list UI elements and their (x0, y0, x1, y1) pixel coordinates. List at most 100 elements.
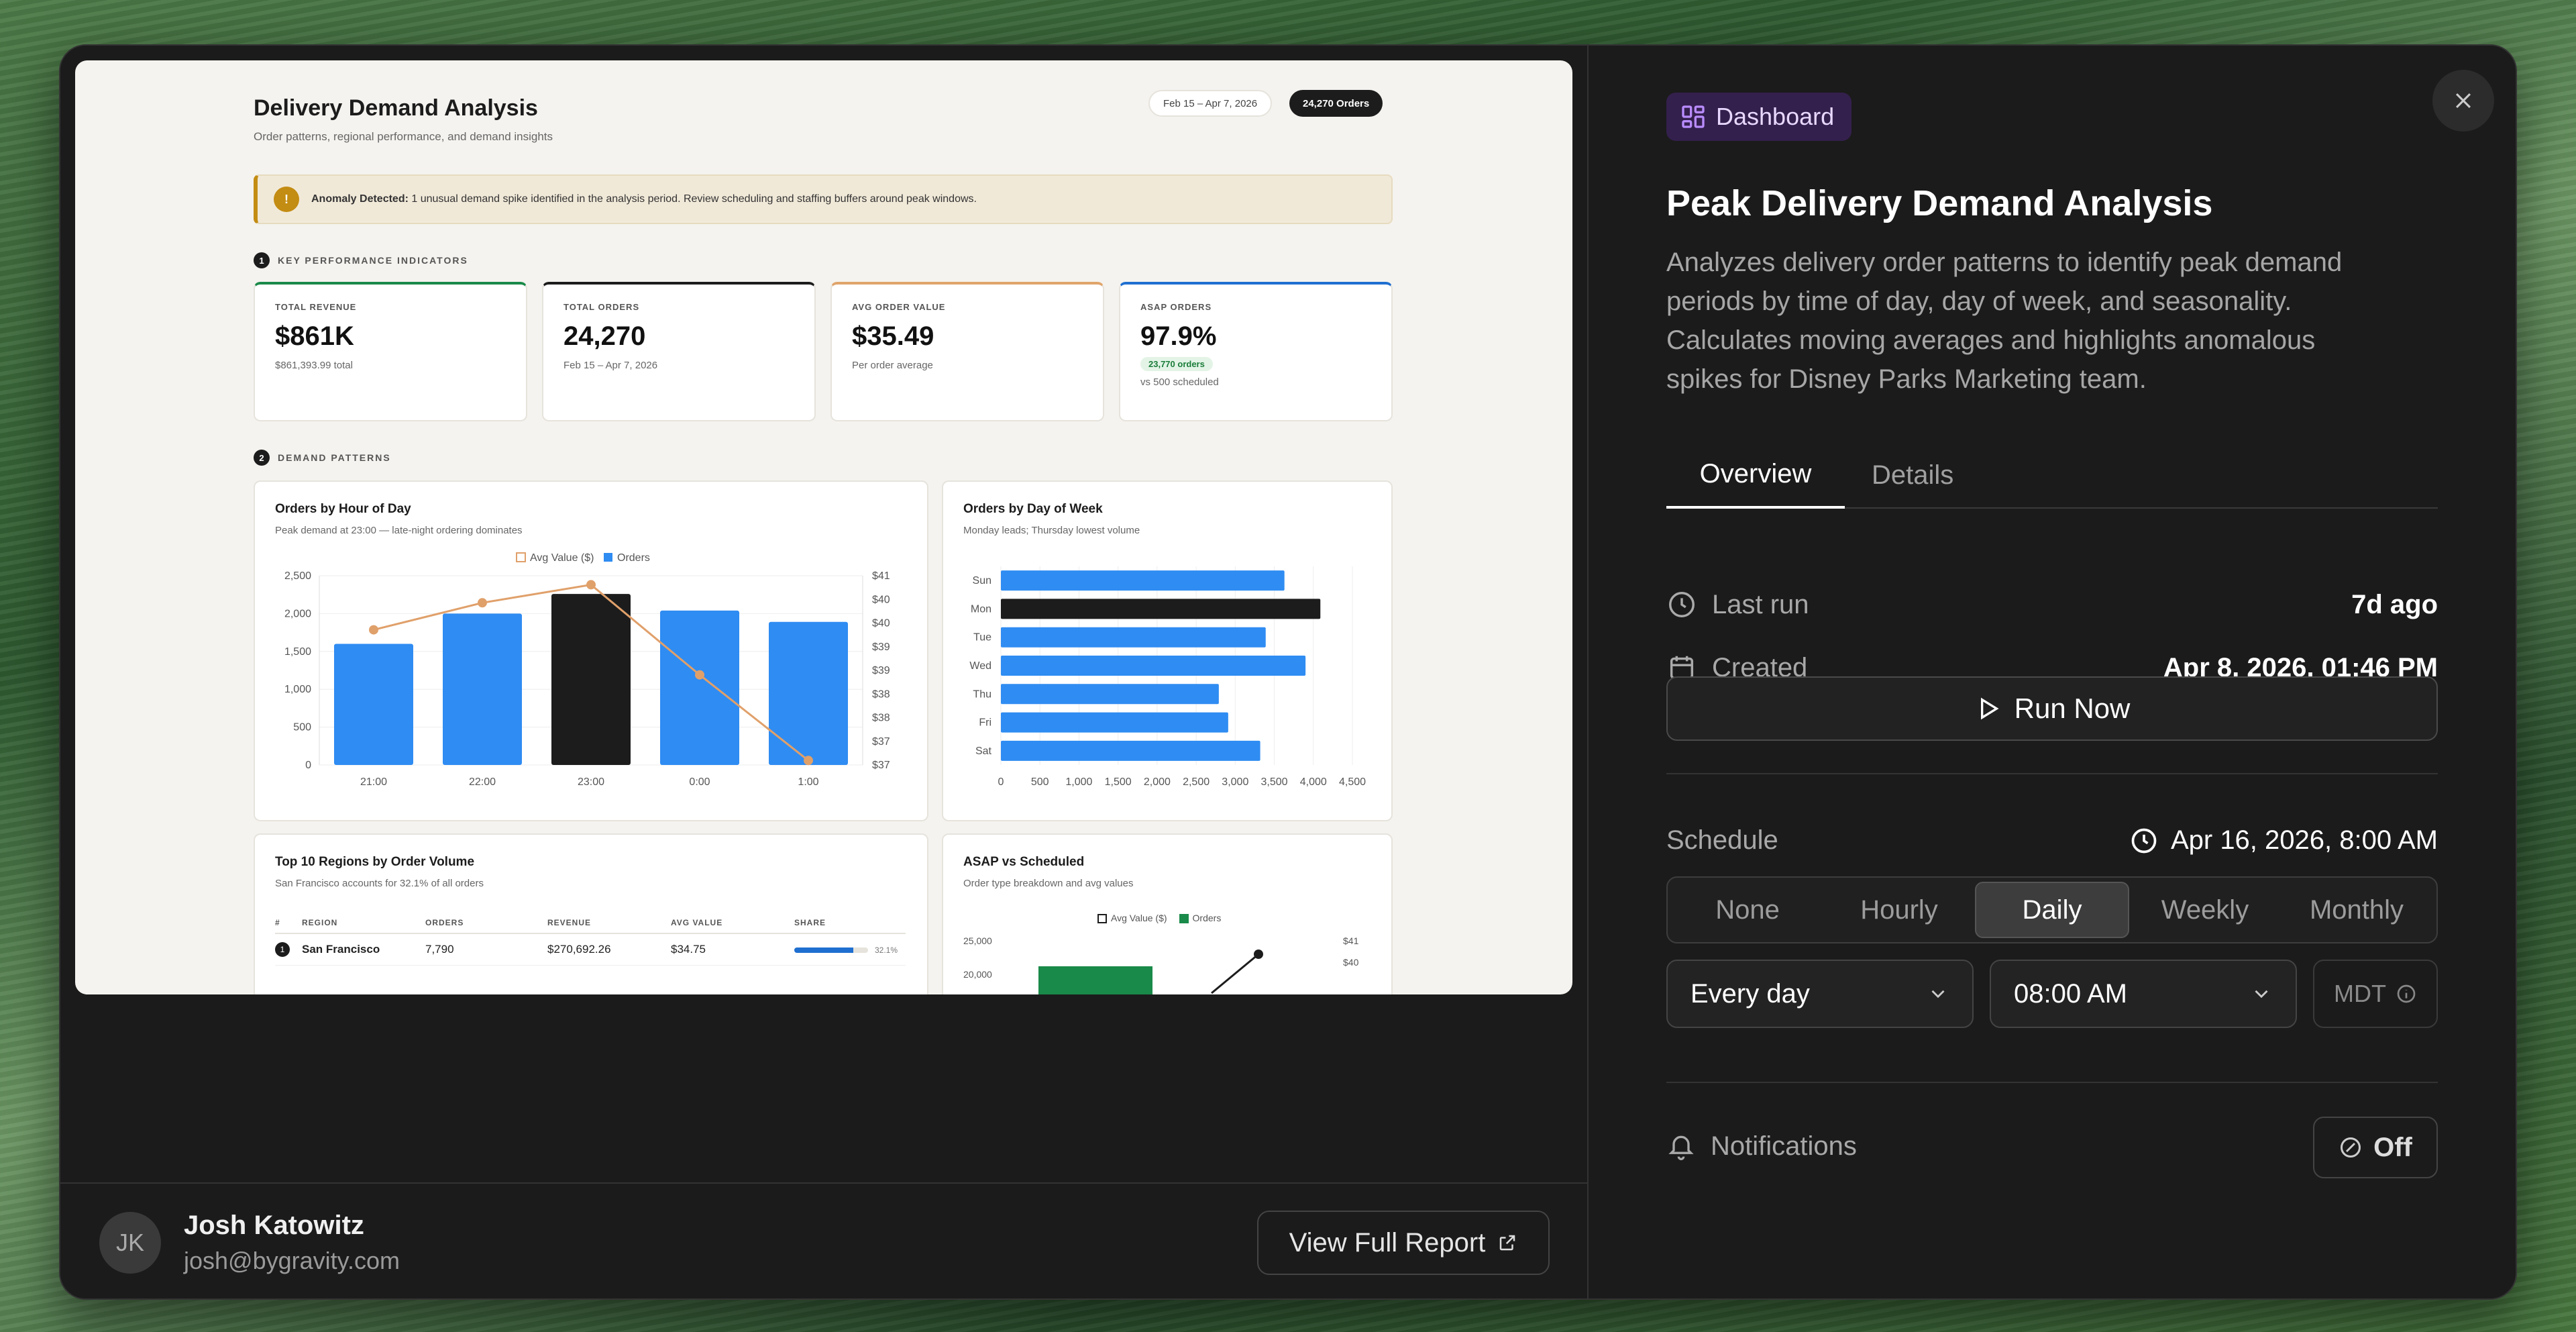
avatar: JK (99, 1212, 161, 1274)
asap-title: ASAP vs Scheduled (963, 855, 1085, 869)
avg-value-point (478, 598, 487, 608)
x-tick-label: 0 (998, 776, 1004, 788)
close-icon (2455, 93, 2471, 109)
x-tick-label: 1,000 (1065, 776, 1092, 788)
bar (769, 621, 848, 765)
schedule-row: Schedule Apr 16, 2026, 8:00 AM (1666, 825, 2438, 856)
bar (551, 594, 631, 765)
x-tick-label: 500 (1031, 776, 1049, 788)
frequency-hourly[interactable]: Hourly (1860, 894, 1938, 925)
bar (1001, 740, 1260, 761)
y2-tick-label: $39 (872, 642, 890, 653)
bar (334, 644, 413, 765)
clock-icon (1669, 592, 1695, 617)
tab-overview[interactable]: Overview (1666, 442, 1845, 509)
y-tick-label: Fri (979, 717, 991, 729)
kpi-asap-orders: ASAP ORDERS 97.9% 23,770 orders vs 500 s… (1119, 282, 1393, 421)
y-tick-label: 2,500 (284, 570, 311, 582)
report-preview[interactable]: Delivery Demand Analysis Order patterns,… (75, 60, 1572, 994)
section-kpi-heading: 1 KEY PERFORMANCE INDICATORS (254, 252, 468, 268)
warning-icon: ! (274, 187, 299, 212)
asap-bar (1038, 966, 1152, 994)
view-full-report-button[interactable]: View Full Report (1257, 1211, 1550, 1275)
avg-value-point (804, 756, 813, 766)
tab-details[interactable]: Details (1872, 460, 1954, 490)
frequency-monthly[interactable]: Monthly (2309, 894, 2404, 925)
frequency-none[interactable]: None (1715, 894, 1780, 925)
frequency-daily[interactable]: Daily (1975, 882, 2129, 938)
legend-swatch-avg-value (516, 552, 526, 562)
view-full-report-label: View Full Report (1289, 1227, 1486, 1258)
external-link-icon (1500, 1235, 1515, 1251)
asap-legend: Avg Value ($) Orders (1097, 913, 1221, 924)
kpi-total-orders: TOTAL ORDERS 24,270 Feb 15 – Apr 7, 2026 (542, 282, 816, 421)
bar (1001, 712, 1228, 733)
x-tick-label: 3,000 (1222, 776, 1248, 788)
week-chart-subtitle: Monday leads; Thursday lowest volume (963, 525, 1140, 536)
last-run-row: Last run 7d ago (1666, 589, 2438, 620)
badge-label: Dashboard (1716, 103, 1835, 130)
notifications-row: Notifications (1666, 1131, 2438, 1162)
off-icon (2341, 1137, 2361, 1158)
kpi-avg-order-value: AVG ORDER VALUE $35.49 Per order average (830, 282, 1104, 421)
chevron-down-icon (2255, 990, 2268, 998)
details-panel: Dashboard Peak Delivery Demand Analysis … (1590, 46, 2516, 1298)
timezone-field[interactable]: MDT (2313, 960, 2438, 1028)
asap-y2-tick: $41 (1343, 935, 1359, 946)
y-tick-label: Tue (973, 632, 991, 644)
asap-card: ASAP vs Scheduled Order type breakdown a… (942, 833, 1393, 994)
x-tick-label: 0:00 (689, 776, 710, 788)
frequency-weekly[interactable]: Weekly (2161, 894, 2249, 925)
y-tick-label: 1,500 (284, 646, 311, 658)
section-demand-heading: 2 DEMAND PATTERNS (254, 450, 391, 466)
legend-swatch-orders (604, 553, 612, 562)
table-row: 1 San Francisco 7,790 $270,692.26 $34.75… (275, 933, 906, 966)
bar (1001, 684, 1219, 705)
bell-icon (1668, 1135, 1694, 1160)
y-tick-label: Sun (973, 575, 991, 586)
time-select-value: 08:00 AM (2014, 978, 2128, 1009)
y2-tick-label: $40 (872, 618, 890, 629)
dashboard-icon (1682, 105, 1705, 128)
x-tick-label: 1:00 (798, 776, 818, 788)
x-tick-label: 1,500 (1105, 776, 1132, 788)
run-now-button[interactable]: Run Now (1666, 676, 2438, 741)
avg-value-point (369, 625, 378, 635)
close-button[interactable] (2432, 70, 2494, 132)
run-now-label: Run Now (2014, 693, 2131, 724)
time-select[interactable]: 08:00 AM (1990, 960, 2297, 1028)
asap-subtitle: Order type breakdown and avg values (963, 878, 1134, 889)
divider (1666, 1082, 2438, 1083)
asap-y2-tick: $40 (1343, 957, 1359, 968)
x-tick-label: 22:00 (469, 776, 496, 788)
week-chart-card: Orders by Day of Week Monday leads; Thur… (942, 480, 1393, 821)
week-chart: 0 500 1,000 1,500 2,000 2,500 3,000 3,500 4,000 4… (969, 566, 1366, 788)
share-bar (794, 947, 854, 953)
avg-value-point (695, 670, 704, 680)
report-subtitle: Order patterns, regional performance, an… (254, 130, 553, 143)
play-icon (1980, 697, 1999, 720)
y-tick-label: 2,000 (284, 608, 311, 619)
clock-icon (2131, 828, 2157, 853)
orders-pill: 24,270 Orders (1289, 90, 1383, 117)
bar (1001, 627, 1266, 648)
asap-tag: 23,770 orders (1140, 357, 1213, 371)
panel-title: Peak Delivery Demand Analysis (1666, 183, 2213, 223)
bar (1001, 599, 1321, 619)
notifications-toggle[interactable]: Off (2313, 1117, 2438, 1178)
asap-y-tick: 25,000 (963, 935, 992, 946)
day-select[interactable]: Every day (1666, 960, 1974, 1028)
day-select-value: Every day (1690, 978, 1810, 1009)
type-badge: Dashboard (1666, 93, 1852, 141)
timezone-value: MDT (2334, 980, 2386, 1007)
regions-table: # REGION ORDERS REVENUE AVG VALUE SHARE … (275, 913, 906, 966)
x-tick-label: 4,000 (1300, 776, 1327, 788)
y2-tick-label: $38 (872, 713, 890, 724)
y2-tick-label: $38 (872, 688, 890, 700)
bar (443, 613, 522, 765)
y2-tick-label: $41 (872, 570, 890, 582)
report-modal: Delivery Demand Analysis Order patterns,… (59, 44, 2517, 1300)
date-range-pill: Feb 15 – Apr 7, 2026 (1148, 90, 1273, 117)
tab-bar: Overview Details (1666, 442, 2438, 509)
y-tick-label: Thu (973, 688, 991, 700)
